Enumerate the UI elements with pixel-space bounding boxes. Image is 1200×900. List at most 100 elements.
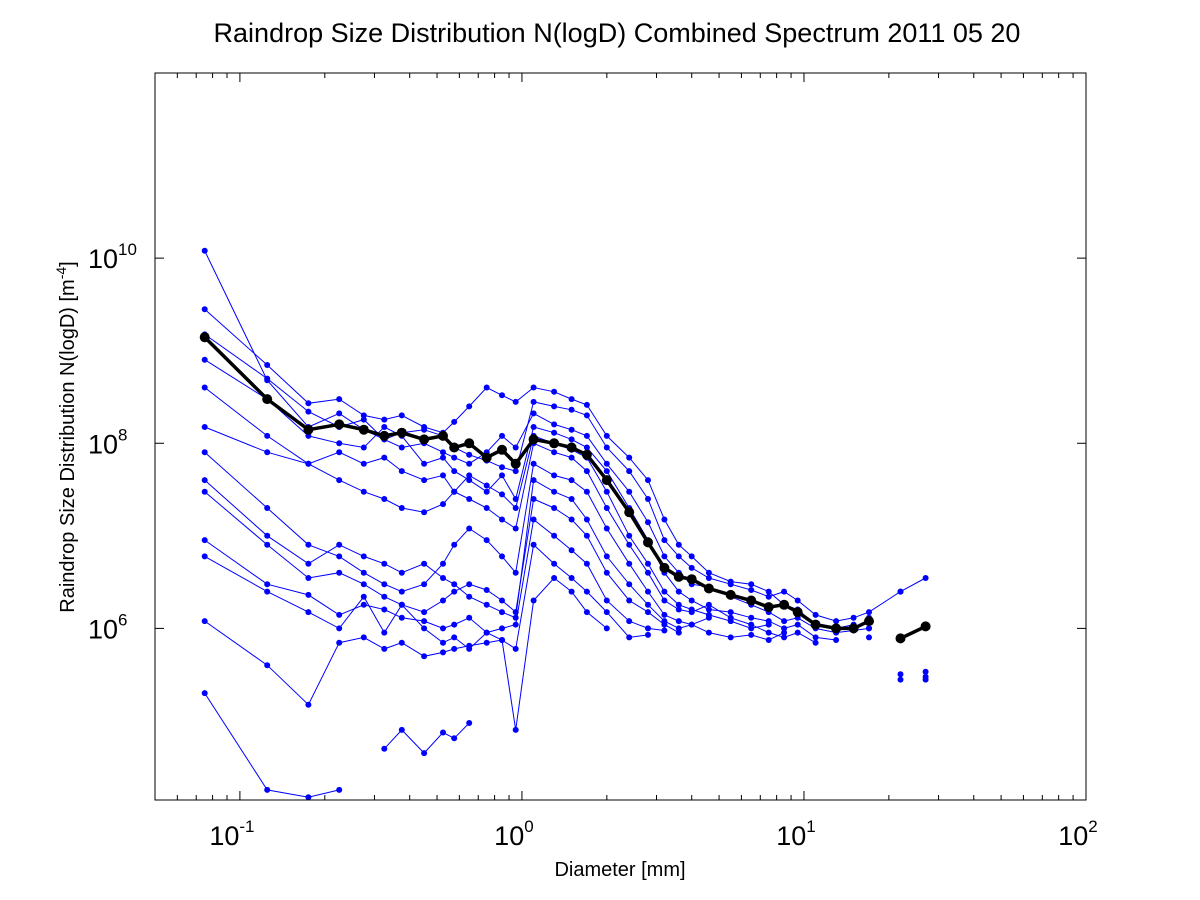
data-point <box>264 449 271 456</box>
mean-point <box>643 537 653 548</box>
mean-line <box>203 335 870 631</box>
mean-point <box>920 621 931 632</box>
data-point <box>398 639 405 646</box>
y-axis-label-text: Raindrop Size Distribution N(logD) [m <box>57 279 79 612</box>
data-point <box>781 629 788 636</box>
data-point <box>603 488 610 495</box>
series-6 <box>201 537 651 652</box>
mean-point <box>358 424 369 435</box>
mean-point <box>725 589 736 600</box>
data-point <box>765 588 772 595</box>
data-point <box>336 569 343 576</box>
data-point <box>705 575 712 581</box>
y-axis-label-exponent: -4 <box>53 267 69 280</box>
data-point <box>381 454 388 461</box>
data-point <box>499 597 505 604</box>
data-point <box>483 505 490 511</box>
data-point <box>748 614 755 621</box>
data-point <box>305 460 312 467</box>
data-point <box>336 625 343 632</box>
data-point <box>705 569 712 576</box>
data-point <box>336 541 343 548</box>
data-point <box>440 639 446 646</box>
data-point <box>530 477 537 484</box>
data-point <box>499 491 505 498</box>
data-point <box>264 588 271 595</box>
y-axis-label: Raindrop Size Distribution N(logD) [m-4] <box>53 261 79 612</box>
data-point <box>421 618 428 625</box>
mean-point <box>464 438 475 449</box>
mean-point <box>581 449 592 460</box>
data-point <box>305 609 312 616</box>
data-point <box>336 786 343 793</box>
data-point <box>360 593 367 600</box>
data-point <box>530 496 537 502</box>
series-line <box>204 518 665 650</box>
data-point <box>568 426 575 433</box>
data-point <box>765 618 772 625</box>
data-point <box>551 560 558 567</box>
data-point <box>568 516 575 523</box>
data-point <box>264 505 271 511</box>
data-point <box>201 449 208 456</box>
data-point <box>201 690 208 697</box>
data-point <box>499 516 505 523</box>
mean-point <box>810 619 821 630</box>
data-point <box>264 375 271 382</box>
data-point <box>499 609 505 616</box>
mean-point <box>686 574 697 585</box>
data-point <box>440 501 446 508</box>
data-point <box>603 444 610 451</box>
data-point <box>568 436 575 443</box>
data-point <box>583 588 590 595</box>
data-point <box>626 454 633 461</box>
mean-point <box>763 602 774 613</box>
data-point <box>360 601 367 608</box>
data-point <box>645 519 651 526</box>
data-point <box>645 496 651 502</box>
data-point <box>661 516 668 523</box>
data-point <box>305 541 312 548</box>
data-point <box>466 451 473 458</box>
data-point <box>201 384 208 391</box>
data-point <box>675 588 682 595</box>
data-point <box>499 392 505 399</box>
mean-point <box>848 623 859 634</box>
data-point <box>398 569 405 576</box>
data-point <box>748 621 755 628</box>
plot-area <box>199 247 931 801</box>
data-point <box>440 449 446 456</box>
data-point <box>603 468 610 475</box>
data-point <box>398 468 405 475</box>
data-point <box>551 449 558 456</box>
data-point <box>626 532 633 539</box>
data-point <box>675 606 682 613</box>
data-point <box>688 621 695 628</box>
data-point <box>748 581 755 588</box>
data-point <box>305 591 312 598</box>
mean-point <box>895 633 906 644</box>
data-point <box>583 488 590 495</box>
series-3 <box>201 384 772 632</box>
data-point <box>336 553 343 560</box>
mean-point <box>779 599 790 610</box>
data-point <box>568 547 575 554</box>
data-point <box>466 581 473 588</box>
data-point <box>512 645 519 652</box>
mean-point <box>481 452 492 463</box>
data-point <box>512 496 519 502</box>
data-point <box>466 593 473 600</box>
data-point <box>398 444 405 451</box>
data-point <box>451 735 458 742</box>
series-line <box>204 333 870 634</box>
data-point <box>530 410 537 417</box>
data-point <box>765 637 772 643</box>
data-point <box>421 509 428 516</box>
series-line <box>204 539 649 650</box>
data-point <box>451 541 458 548</box>
data-point <box>483 629 490 636</box>
mean-point <box>831 623 842 634</box>
data-point <box>583 560 590 567</box>
data-point <box>381 416 388 423</box>
data-point <box>360 569 367 576</box>
